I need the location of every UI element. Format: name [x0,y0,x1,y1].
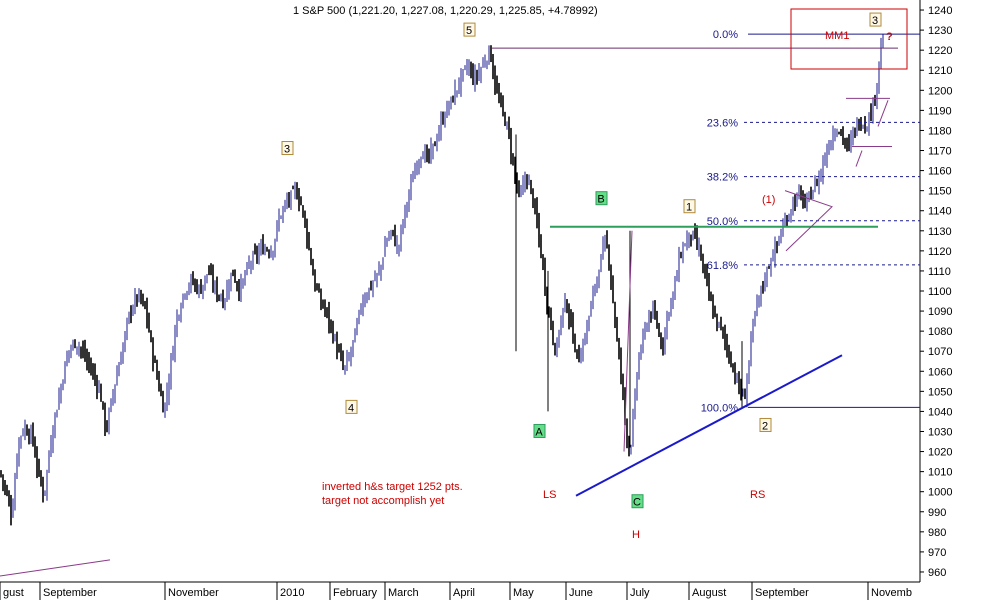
wave-1-label: (1) [762,194,775,206]
x-tick-label: November [168,587,219,599]
y-tick-label: 1080 [928,326,952,338]
y-tick-label: 980 [928,527,946,539]
y-tick-label: 1220 [928,45,952,57]
mm1-label: MM1 [825,30,849,42]
head-guide-line [623,230,633,452]
y-tick-label: 1010 [928,467,952,479]
x-tick-label: 2010 [280,587,304,599]
wave-label-box [281,141,294,156]
x-tick-label: September [43,587,97,599]
y-tick-label: 1100 [928,286,952,298]
y-tick-label: 1230 [928,25,952,37]
wave-label: 3 [284,144,290,156]
x-tick-label: June [569,587,593,599]
x-tick-label: February [333,587,378,599]
y-tick-label: 1030 [928,426,952,438]
x-tick-label: March [388,587,419,599]
y-tick-label: 1210 [928,65,952,77]
wave-label-box [533,423,546,438]
x-axis-ticks: gust September November 2010 February March Ap… [0,582,912,600]
y-tick-label: 1070 [928,346,952,358]
lower-left-trendline [0,559,111,577]
wave-label-box [759,417,772,432]
wave-label-box [345,399,358,414]
fib-level-label: 0.0% [713,29,738,41]
wave-label-box [683,199,696,214]
fib-level-label: 23.6% [707,117,738,129]
h-label: H [632,529,640,541]
triangle-pattern [784,190,833,252]
note-line-2: target not accomplish yet [322,495,444,507]
y-tick-label: 1130 [928,226,952,238]
y-tick-label: 1120 [928,246,952,258]
candles-layer [0,34,884,526]
x-tick-label: May [513,587,534,599]
wave-label-box [631,494,644,509]
y-tick-label: 1150 [928,186,952,198]
fib-level-label: 38.2% [707,172,738,184]
flag-diag-2 [855,150,863,167]
y-tick-label: 1180 [928,125,952,137]
y-tick-label: 1170 [928,146,952,158]
y-tick-label: 1050 [928,386,952,398]
rs-label: RS [750,489,765,501]
wave-label: 4 [348,402,354,414]
x-tick-label: September [755,587,809,599]
fib-level-label: 50.0% [707,216,738,228]
flag-diag [877,100,889,127]
x-tick-label: July [630,587,650,599]
wave-label: 3 [872,15,878,27]
y-tick-label: 990 [928,507,946,519]
wave-label-box [463,22,476,37]
y-tick-label: 1000 [928,487,952,499]
ls-label: LS [543,489,556,501]
wave-label: C [633,497,641,509]
y-tick-label: 1020 [928,447,952,459]
question-mark: ? [886,31,893,43]
fib-level-label: 61.8% [707,260,738,272]
support-trendline [575,354,843,497]
y-tick-label: 1090 [928,306,952,318]
x-tick-label: Novemb [871,587,912,599]
wave-label: 5 [466,25,472,37]
fib-level-label: 100.0% [701,402,739,414]
note-line-1: inverted h&s target 1252 pts. [322,481,463,493]
y-tick-label: 970 [928,547,946,559]
y-tick-label: 960 [928,567,946,579]
y-tick-label: 1060 [928,366,952,378]
y-tick-label: 1140 [928,206,952,218]
wave-label-box [595,191,608,206]
y-tick-label: 1040 [928,406,952,418]
x-tick-label: August [692,587,726,599]
chart-title: 1 S&P 500 (1,221.20, 1,227.08, 1,220.29,… [293,5,598,17]
y-tick-label: 1190 [928,105,952,117]
x-tick-label: gust [3,587,24,599]
wave-label: B [597,194,604,206]
overlay-layer: 0.0% 23.6% 38.2% 50.0% 61.8% 100.0% 3 4 5 1 2 3 A B C L… [0,8,920,577]
wave-label: 1 [686,202,692,214]
y-tick-label: 1160 [928,166,952,178]
x-tick-label: April [453,587,475,599]
y-tick-label: 1110 [928,266,951,278]
mm1-box [790,8,908,70]
wave-label-box [869,12,882,27]
y-tick-label: 1200 [928,85,952,97]
y-tick-label: 1240 [928,5,952,17]
wave-label: A [535,426,543,438]
wave-label: 2 [762,420,768,432]
y-axis-ticks: 960 970 980 990 1000 1010 1020 1030 1040 1050 1060… [920,5,952,579]
